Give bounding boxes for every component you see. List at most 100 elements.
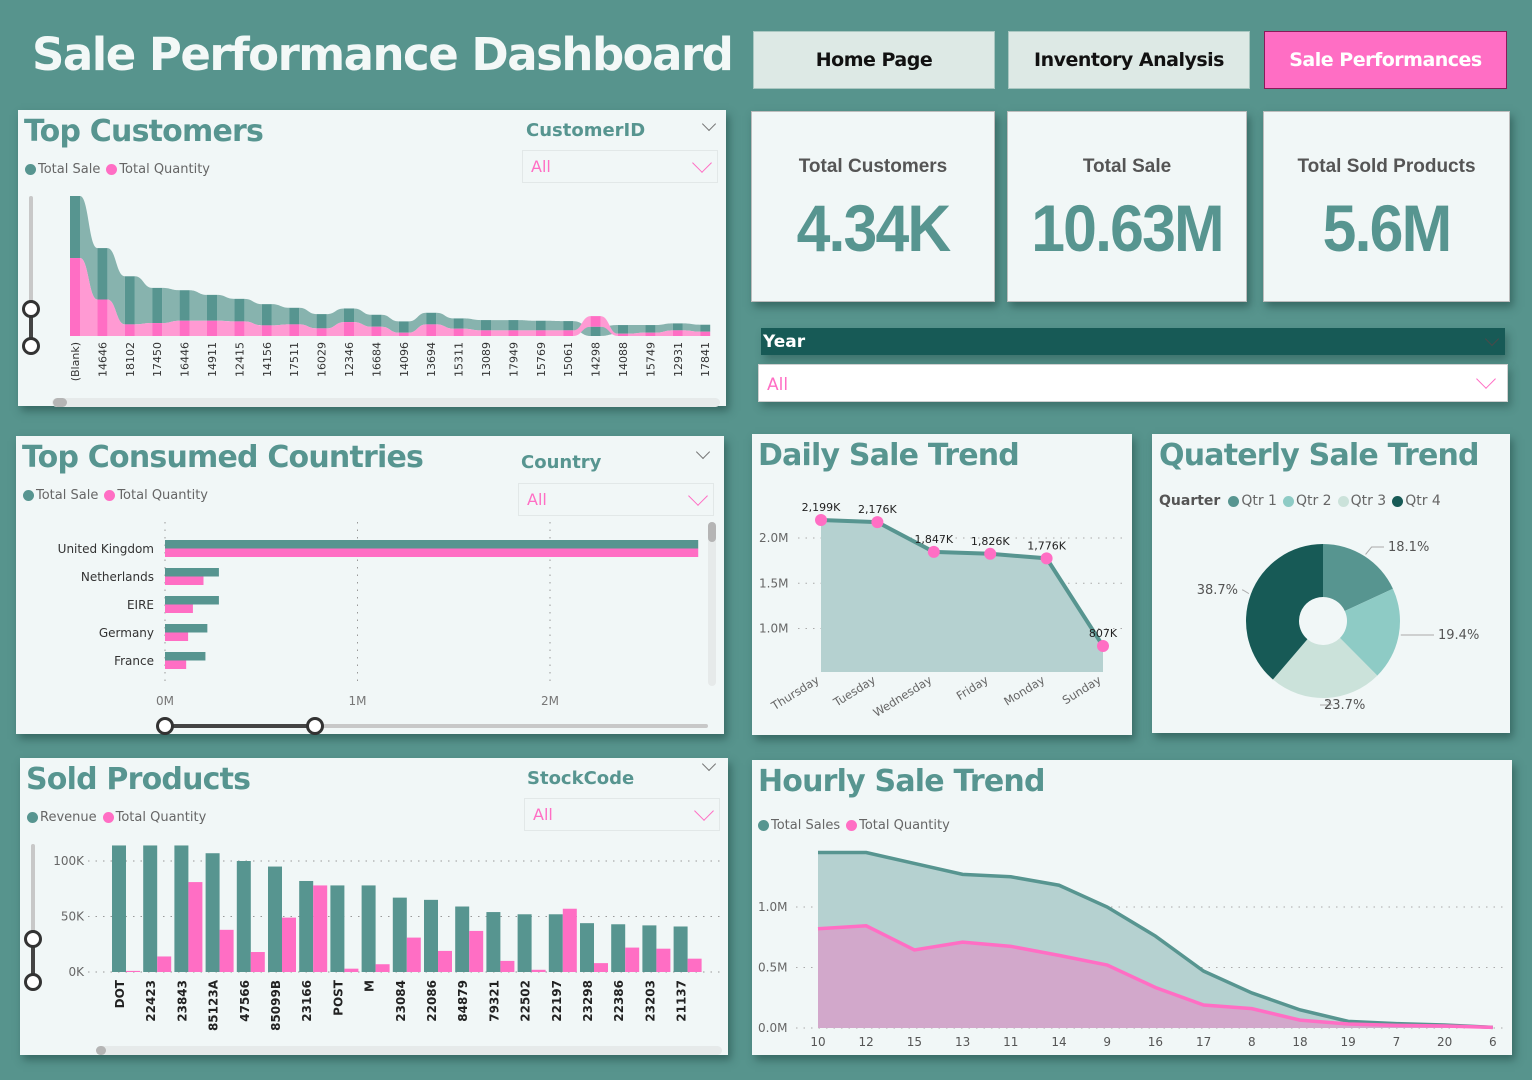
country-slicer-dropdown[interactable]: All [518,483,714,516]
nav-inventory-analysis-button[interactable]: Inventory Analysis [1008,31,1250,89]
x-tick-label: 11 [1003,1035,1018,1049]
nav-home-page-button[interactable]: Home Page [753,31,995,89]
scrollbar-thumb[interactable] [96,1046,106,1055]
horizontal-scrollbar[interactable] [52,398,720,407]
x-tick-label: 6 [1489,1035,1497,1049]
line-total-quantity [817,923,1493,1030]
x-tick-label: 14298 [590,342,603,377]
column-total-sale [152,287,163,324]
column-total-sale [590,326,601,336]
scrollbar-thumb[interactable] [53,398,67,407]
legend-dot-icon [104,490,116,501]
bar-revenue [548,914,563,972]
bar-revenue [517,914,532,972]
data-label: 1,826K [971,535,1010,548]
panel-title: Top Consumed Countries [22,440,424,475]
column-total-sale [700,324,711,332]
x-tick-label: 21137 [675,980,689,1022]
column-total-quantity [261,325,272,336]
legend-label: Total Quantity [119,162,210,177]
ribbon-total-sale [436,312,454,329]
leader-line [1320,699,1334,706]
x-axis-zoom-slider[interactable] [166,724,708,728]
chart-legend: Total Sale Total Quantity [23,488,214,503]
y-category-label: EIRE [127,598,154,612]
column-total-quantity [426,324,437,336]
zoom-slider-handle-top[interactable] [22,300,40,318]
bar-total-quantity [126,970,140,972]
bar-total-quantity [406,937,421,972]
vertical-scrollbar[interactable] [708,522,716,686]
chevron-down-icon[interactable] [1484,331,1500,346]
legend-label: Total Sale [36,488,99,503]
stockcode-slicer-label: StockCode [527,768,635,789]
x-tick-label: 12415 [233,342,246,377]
bar-revenue [112,845,126,972]
legend-item-total-quantity[interactable]: Total Quantity [104,488,208,503]
x-tick-label: 15061 [562,342,575,377]
hourly-sale-trend-panel: Hourly Sale Trend Total Sales Total Quan… [752,760,1512,1055]
legend-item-total-sale[interactable]: Total Sale [23,488,98,503]
y-category-label: United Kingdom [58,542,154,556]
zoom-slider-handle-top[interactable] [24,930,42,948]
stockcode-slicer-dropdown[interactable]: All [524,798,720,831]
x-tick-label: 18102 [124,342,137,377]
y-axis-zoom-slider[interactable] [29,196,33,346]
column-total-sale [316,314,327,329]
bar-total-quantity [531,969,546,972]
legend-label: Qtr 4 [1405,493,1441,509]
legend-item-qtr-1[interactable]: Qtr 1 [1228,493,1277,509]
bar-total-quantity [625,947,640,972]
ribbon-total-sale [518,320,536,331]
legend-item-total-quantity[interactable]: Total Quantity [846,818,950,833]
top-countries-panel: Top Consumed Countries Total Sale Total … [16,436,724,735]
horizontal-scrollbar[interactable] [96,1046,722,1055]
panel-title: Daily Sale Trend [758,438,1020,473]
ribbon-total-quantity [573,316,591,336]
zoom-slider-handle-right[interactable] [306,717,324,735]
slicer-value: All [533,805,553,824]
ribbon-total-sale [545,320,564,331]
legend-item-revenue[interactable]: Revenue [27,810,97,825]
y-axis-zoom-slider[interactable] [31,844,35,984]
data-label: 1,776K [1027,539,1066,552]
bar-revenue [330,885,345,972]
area-total-quantity [818,925,1493,1028]
ribbon-total-sale [107,248,125,325]
legend-item-total-sales[interactable]: Total Sales [758,818,840,833]
legend-item-qtr-2[interactable]: Qtr 2 [1282,493,1332,509]
column-total-sale [535,320,546,331]
x-tick-label: Monday [1001,673,1047,709]
year-slicer-dropdown[interactable]: All [758,364,1508,402]
bar-revenue [580,923,594,972]
x-tick-label: POST [331,979,345,1016]
legend-item-qtr-3[interactable]: Qtr 3 [1337,493,1386,509]
legend-label: Qtr 2 [1295,493,1332,509]
leader-line [1365,546,1384,555]
top-customers-panel: Top Customers Total Sale Total Quantity … [18,110,726,407]
bar-revenue [392,897,407,972]
bar-total-quantity [165,576,204,585]
x-tick-label: 17949 [507,342,520,377]
zoom-slider-handle-left[interactable] [156,717,174,735]
bar-revenue [361,885,376,972]
legend-item-total-sale[interactable]: Total Sale [25,162,100,177]
nav-sale-performances-button[interactable]: Sale Performances [1264,31,1507,89]
bar-total-sale [165,568,219,577]
x-tick-label: 85123A [207,979,221,1031]
scrollbar-thumb[interactable] [708,522,716,542]
bar-revenue [611,924,626,972]
quarterly-sale-trend-panel: Quaterly Sale Trend Quarter Qtr 1 Qtr 2 … [1152,434,1510,733]
legend-item-total-quantity[interactable]: Total Quantity [102,810,206,825]
column-total-sale [398,321,409,333]
year-slicer-header[interactable]: Year [761,328,1505,355]
slice-label: 38.7% [1197,583,1238,598]
zoom-slider-handle-bottom[interactable] [24,973,42,991]
legend-item-total-quantity[interactable]: Total Quantity [106,162,210,177]
column-total-sale [426,312,437,325]
zoom-slider-handle-bottom[interactable] [22,337,40,355]
customerid-slicer-dropdown[interactable]: All [522,150,718,183]
y-axis-zoom-range [31,940,35,984]
data-label: 807K [1089,627,1118,640]
legend-item-qtr-4[interactable]: Qtr 4 [1392,493,1441,509]
